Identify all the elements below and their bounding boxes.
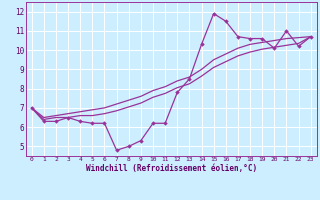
X-axis label: Windchill (Refroidissement éolien,°C): Windchill (Refroidissement éolien,°C): [86, 164, 257, 173]
